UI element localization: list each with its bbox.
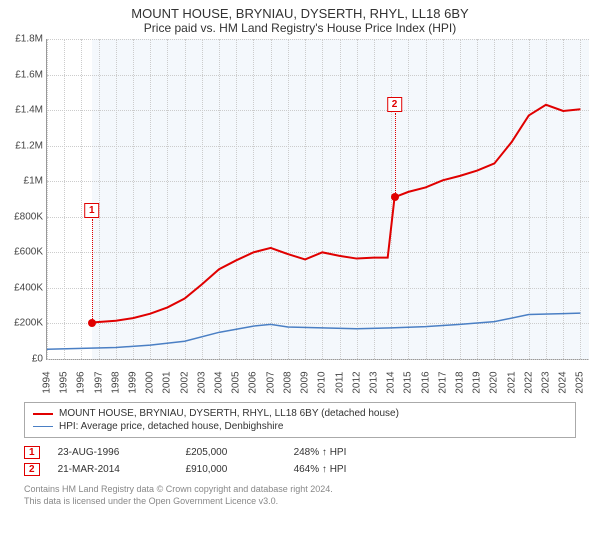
x-axis-label: 2018 xyxy=(454,371,465,393)
x-axis-label: 2020 xyxy=(489,371,500,393)
transaction-row: 2 21-MAR-2014 £910,000 464% ↑ HPI xyxy=(24,461,576,478)
transaction-date: 23-AUG-1996 xyxy=(58,447,168,458)
x-axis-label: 2015 xyxy=(403,371,414,393)
series-svg xyxy=(47,39,589,359)
plot-area: £0£200K£400K£600K£800K£1M£1.2M£1.4M£1.6M… xyxy=(46,39,589,360)
x-axis-label: 1995 xyxy=(59,371,70,393)
gridline-h xyxy=(47,359,589,360)
x-axis-label: 1999 xyxy=(128,371,139,393)
transaction-index: 1 xyxy=(24,446,40,459)
y-axis-label: £1M xyxy=(24,176,47,187)
chart-subtitle: Price paid vs. HM Land Registry's House … xyxy=(0,21,600,39)
x-axis-label: 2009 xyxy=(300,371,311,393)
x-axis-label: 2013 xyxy=(368,371,379,393)
x-axis-label: 2025 xyxy=(575,371,586,393)
x-axis-label: 2004 xyxy=(214,371,225,393)
y-axis-label: £200K xyxy=(14,318,47,329)
transaction-delta: 464% ↑ HPI xyxy=(294,464,347,475)
transaction-row: 1 23-AUG-1996 £205,000 248% ↑ HPI xyxy=(24,444,576,461)
x-axis-label: 2023 xyxy=(540,371,551,393)
x-axis-label: 2022 xyxy=(523,371,534,393)
legend-row: MOUNT HOUSE, BRYNIAU, DYSERTH, RHYL, LL1… xyxy=(33,407,567,420)
legend-swatch xyxy=(33,426,53,427)
legend-row: HPI: Average price, detached house, Denb… xyxy=(33,420,567,433)
x-axis-label: 2008 xyxy=(282,371,293,393)
x-axis-label: 2019 xyxy=(472,371,483,393)
callout-leader xyxy=(395,113,396,197)
y-axis-label: £800K xyxy=(14,211,47,222)
transaction-price: £910,000 xyxy=(186,464,276,475)
footer-line2: This data is licensed under the Open Gov… xyxy=(24,496,576,508)
y-axis-label: £600K xyxy=(14,247,47,258)
x-axis-label: 1997 xyxy=(93,371,104,393)
callout-leader xyxy=(92,219,93,323)
footer-line1: Contains HM Land Registry data © Crown c… xyxy=(24,484,576,496)
legend: MOUNT HOUSE, BRYNIAU, DYSERTH, RHYL, LL1… xyxy=(24,402,576,438)
x-axis-label: 2001 xyxy=(162,371,173,393)
transaction-date: 21-MAR-2014 xyxy=(58,464,168,475)
x-axis-label: 2014 xyxy=(386,371,397,393)
x-axis-label: 2012 xyxy=(351,371,362,393)
callout-box: 2 xyxy=(387,97,403,112)
transaction-price: £205,000 xyxy=(186,447,276,458)
transaction-delta: 248% ↑ HPI xyxy=(294,447,347,458)
y-axis-label: £1.4M xyxy=(15,105,47,116)
x-axis-label: 2005 xyxy=(231,371,242,393)
x-axis-label: 1996 xyxy=(76,371,87,393)
x-axis-label: 2003 xyxy=(196,371,207,393)
y-axis-label: £0 xyxy=(32,354,47,365)
callout-box: 1 xyxy=(84,203,100,218)
y-axis-label: £400K xyxy=(14,282,47,293)
x-axis-label: 2002 xyxy=(179,371,190,393)
x-axis-label: 2021 xyxy=(506,371,517,393)
transaction-index: 2 xyxy=(24,463,40,476)
legend-label: HPI: Average price, detached house, Denb… xyxy=(59,421,283,432)
y-axis-label: £1.2M xyxy=(15,140,47,151)
x-axis-label: 2010 xyxy=(317,371,328,393)
transactions-table: 1 23-AUG-1996 £205,000 248% ↑ HPI 2 21-MAR-20… xyxy=(24,444,576,478)
y-axis-label: £1.6M xyxy=(15,69,47,80)
x-axis-label: 2016 xyxy=(420,371,431,393)
x-axis-label: 2024 xyxy=(558,371,569,393)
x-axis-label: 2007 xyxy=(265,371,276,393)
y-axis-label: £1.8M xyxy=(15,34,47,45)
x-axis-label: 1998 xyxy=(110,371,121,393)
footer: Contains HM Land Registry data © Crown c… xyxy=(24,484,576,507)
x-axis-label: 2006 xyxy=(248,371,259,393)
chart-container: MOUNT HOUSE, BRYNIAU, DYSERTH, RHYL, LL1… xyxy=(0,0,600,560)
x-axis-label: 2017 xyxy=(437,371,448,393)
series-subject xyxy=(92,105,581,323)
x-axis-label: 1994 xyxy=(42,371,53,393)
plot-wrap: £0£200K£400K£600K£800K£1M£1.2M£1.4M£1.6M… xyxy=(46,39,588,360)
x-axis-label: 2011 xyxy=(334,372,345,394)
legend-label: MOUNT HOUSE, BRYNIAU, DYSERTH, RHYL, LL1… xyxy=(59,408,399,419)
chart-title: MOUNT HOUSE, BRYNIAU, DYSERTH, RHYL, LL1… xyxy=(0,0,600,21)
legend-swatch xyxy=(33,413,53,415)
x-axis-label: 2000 xyxy=(145,371,156,393)
